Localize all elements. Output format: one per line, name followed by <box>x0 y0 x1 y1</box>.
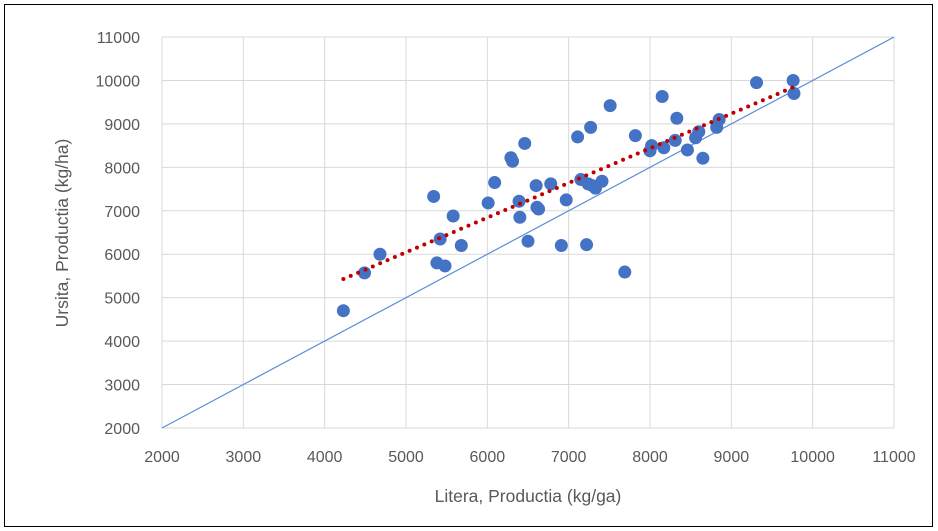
data-point <box>670 111 684 125</box>
x-tick-label: 8000 <box>632 449 668 466</box>
data-point <box>358 266 372 280</box>
data-point <box>554 239 568 253</box>
data-point <box>655 90 669 104</box>
data-point <box>580 238 594 252</box>
data-point <box>696 151 710 165</box>
data-point <box>544 177 558 191</box>
data-point <box>506 154 520 168</box>
x-tick-label: 7000 <box>551 449 587 466</box>
reference-line <box>161 36 895 429</box>
data-point <box>427 189 441 203</box>
data-point <box>454 239 468 253</box>
data-point <box>571 130 585 144</box>
x-tick-label: 6000 <box>470 449 506 466</box>
x-tick-label: 3000 <box>226 449 262 466</box>
y-axis-title: Ursita, Productia (kg/ha) <box>52 139 72 328</box>
data-point <box>750 76 764 90</box>
data-point <box>786 73 800 87</box>
data-point <box>668 133 682 147</box>
data-point <box>787 86 801 100</box>
data-point <box>559 193 573 207</box>
data-point <box>446 209 460 223</box>
data-point <box>618 265 632 279</box>
x-tick-label: 9000 <box>714 449 750 466</box>
trendline-group <box>341 84 796 281</box>
data-point <box>518 136 532 150</box>
y-tick-label: 5000 <box>104 291 140 308</box>
data-point <box>512 194 526 208</box>
y-tick-label: 3000 <box>104 378 140 395</box>
y-tick-label: 9000 <box>104 117 140 134</box>
data-point <box>532 202 546 216</box>
data-point <box>584 120 598 134</box>
data-point <box>438 259 452 273</box>
x-tick-label: 2000 <box>144 449 180 466</box>
data-point <box>481 196 495 210</box>
data-point <box>595 174 609 188</box>
y-tick-label: 6000 <box>104 247 140 264</box>
x-tick-label: 11000 <box>872 449 915 466</box>
y-axis-ticks: 2000 3000 4000 5000 6000 7000 8000 9000 10000 110… <box>96 30 141 438</box>
x-tick-label: 5000 <box>388 449 424 466</box>
data-point <box>336 304 350 318</box>
y-tick-label: 8000 <box>104 160 140 177</box>
x-axis-title: Litera, Productia (kg/ga) <box>435 486 622 506</box>
x-axis-ticks: 2000 3000 4000 5000 6000 7000 8000 9000 10000 110… <box>144 449 916 466</box>
data-point <box>373 247 387 261</box>
x-tick-label: 10000 <box>790 449 835 466</box>
y-tick-label: 4000 <box>104 334 140 351</box>
y-tick-label: 2000 <box>104 421 140 438</box>
reference-line-group <box>161 36 895 429</box>
data-point <box>628 129 642 143</box>
data-point <box>680 143 694 157</box>
y-tick-label: 11000 <box>97 30 140 47</box>
data-point <box>513 210 527 224</box>
data-point <box>488 176 502 190</box>
trendline <box>341 84 796 281</box>
data-point <box>603 99 617 113</box>
data-point <box>521 234 535 248</box>
gridlines <box>161 36 895 429</box>
y-tick-label: 7000 <box>104 204 140 221</box>
data-point <box>529 179 543 193</box>
y-tick-label: 10000 <box>96 73 141 90</box>
chart-frame <box>4 4 933 527</box>
x-tick-label: 4000 <box>307 449 343 466</box>
